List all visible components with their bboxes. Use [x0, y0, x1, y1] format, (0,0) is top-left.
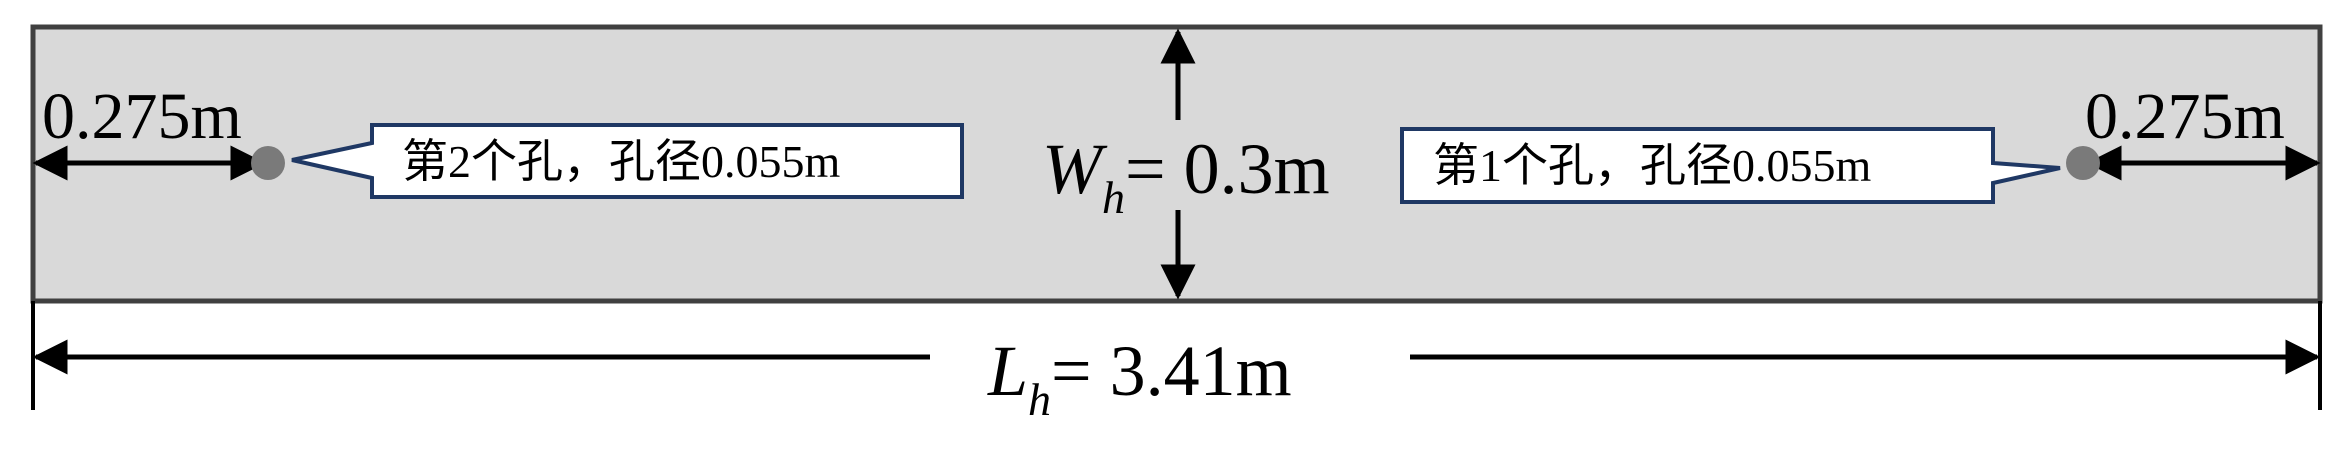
hole-1-callout-box	[1400, 127, 2061, 204]
hole-2-callout-text: 第2个孔，孔径0.055m	[402, 136, 841, 187]
hole-1-marker	[2066, 146, 2100, 180]
length-symbol: L	[987, 331, 1028, 411]
length-value: = 3.41m	[1051, 331, 1292, 411]
left-offset-label: 0.275m	[42, 80, 242, 153]
width-label: Wh= 0.3m	[1042, 129, 1330, 223]
hole-1-callout-text: 第1个孔，孔径0.055m	[1433, 140, 1872, 191]
hole-2-callout-box	[291, 123, 964, 199]
hole-2-marker	[251, 146, 285, 180]
length-label: Lh= 3.41m	[987, 331, 1292, 425]
length-subscript: h	[1028, 374, 1051, 425]
right-offset-label: 0.275m	[2085, 80, 2285, 153]
width-subscript: h	[1102, 172, 1125, 223]
width-value: = 0.3m	[1125, 129, 1330, 209]
width-symbol: W	[1042, 129, 1108, 209]
